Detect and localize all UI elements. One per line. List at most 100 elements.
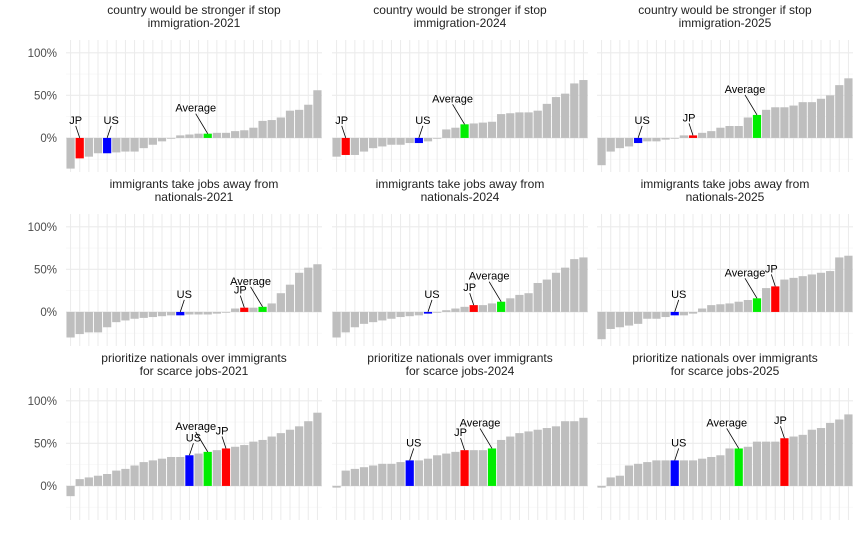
bar xyxy=(524,112,533,138)
bar xyxy=(789,436,798,486)
label-leader-line xyxy=(452,104,465,125)
bar xyxy=(789,277,798,312)
label-leader-line xyxy=(75,125,81,139)
bar xyxy=(506,436,515,486)
bar xyxy=(433,137,442,139)
bar xyxy=(313,264,322,312)
label-leader-line xyxy=(179,299,185,313)
bar xyxy=(332,485,341,488)
highlight-label: US xyxy=(406,437,421,449)
highlight-label: US xyxy=(186,432,201,444)
y-tick-label: 50% xyxy=(34,264,57,276)
bar xyxy=(634,463,643,486)
highlight-bar-jp xyxy=(75,137,84,159)
panel-title: country would be stronger if stop xyxy=(107,3,281,17)
label-leader-line xyxy=(637,125,643,139)
label-leader-line xyxy=(770,274,776,287)
panel-title: prioritize nationals over immigrants xyxy=(101,351,286,365)
bar xyxy=(369,311,378,323)
label-leader-line xyxy=(427,299,433,313)
panel-title: prioritize nationals over immigrants xyxy=(632,351,817,365)
panel-7: prioritize nationals over immigrantsfor … xyxy=(28,351,322,520)
highlight-label: US xyxy=(104,115,119,127)
panel-title: country would be stronger if stop xyxy=(373,3,547,17)
bar xyxy=(698,458,707,486)
bar xyxy=(212,132,221,138)
highlight-label: JP xyxy=(335,115,348,127)
bar xyxy=(176,456,185,486)
bar xyxy=(378,137,387,147)
y-tick-label: 100% xyxy=(28,48,57,60)
bar xyxy=(139,462,148,486)
label-leader-line xyxy=(250,286,263,308)
label-leader-line xyxy=(688,123,694,136)
bar xyxy=(478,122,487,138)
y-tick-label: 50% xyxy=(34,438,57,450)
bar xyxy=(752,441,762,486)
bar xyxy=(75,311,84,335)
highlight-label: JP xyxy=(463,282,476,294)
bar xyxy=(442,453,451,486)
bar xyxy=(194,311,203,315)
highlight-label: Average xyxy=(460,417,501,429)
highlight-bar-average xyxy=(497,301,506,312)
panel-title: immigrants take jobs away from xyxy=(110,177,279,191)
highlight-label: JP xyxy=(234,285,247,297)
bar xyxy=(698,308,707,312)
bar xyxy=(387,311,396,319)
bar xyxy=(249,307,258,312)
bar xyxy=(66,485,75,497)
bar xyxy=(661,460,670,486)
bar xyxy=(643,462,652,486)
bar xyxy=(221,311,231,313)
bar xyxy=(816,428,826,486)
bar xyxy=(643,311,652,319)
bar xyxy=(240,445,249,486)
bar xyxy=(112,137,121,153)
bar xyxy=(414,460,423,486)
label-leader-line xyxy=(744,94,758,116)
bar xyxy=(313,412,322,486)
bar xyxy=(405,137,414,144)
bar xyxy=(579,417,588,486)
bar xyxy=(570,83,579,138)
y-tick-label: 100% xyxy=(28,396,57,408)
bar xyxy=(387,137,396,145)
panel-title: for scarce jobs-2024 xyxy=(406,364,515,378)
bar xyxy=(707,456,716,486)
bar xyxy=(606,311,615,329)
bar xyxy=(258,439,267,486)
highlight-bar-us xyxy=(405,460,414,486)
bar xyxy=(762,288,771,312)
bar xyxy=(661,311,670,318)
panel-title: nationals-2024 xyxy=(421,190,500,204)
y-tick-label: 0% xyxy=(40,307,57,319)
label-leader-line xyxy=(460,438,465,451)
bar xyxy=(497,114,506,138)
highlight-label: JP xyxy=(69,115,82,127)
bar xyxy=(295,426,304,486)
bar xyxy=(167,311,176,316)
bar xyxy=(460,306,469,312)
bar xyxy=(442,129,451,138)
panel-title: immigrants take jobs away from xyxy=(641,177,810,191)
bar xyxy=(551,272,561,312)
bar xyxy=(780,107,789,138)
bar xyxy=(267,303,276,312)
bar xyxy=(130,465,139,486)
highlight-label: Average xyxy=(469,271,510,283)
bar xyxy=(103,474,112,486)
y-tick-label: 0% xyxy=(40,481,57,493)
bar xyxy=(350,137,359,155)
highlight-bar-jp xyxy=(771,286,780,312)
bar xyxy=(212,311,221,314)
bar xyxy=(506,298,515,312)
highlight-label: JP xyxy=(774,415,787,427)
bar xyxy=(350,468,359,486)
bar xyxy=(285,284,295,312)
panel-title: prioritize nationals over immigrants xyxy=(367,351,552,365)
panel-title: immigration-2025 xyxy=(679,16,772,30)
bar xyxy=(826,422,835,486)
y-tick-label: 100% xyxy=(28,222,57,234)
bar xyxy=(606,477,615,486)
